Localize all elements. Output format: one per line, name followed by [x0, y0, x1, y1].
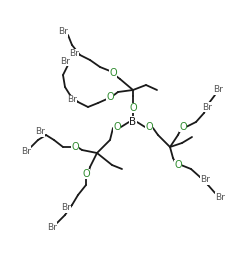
Text: O: O: [106, 92, 114, 102]
Text: O: O: [71, 142, 79, 152]
Text: Br: Br: [215, 192, 225, 201]
Text: Br: Br: [47, 223, 57, 232]
Text: Br: Br: [35, 127, 45, 136]
Text: Br: Br: [202, 103, 212, 112]
Text: Br: Br: [200, 175, 210, 184]
Text: O: O: [179, 122, 187, 132]
Text: Br: Br: [67, 95, 77, 104]
Text: O: O: [82, 169, 90, 179]
Text: Br: Br: [69, 50, 79, 59]
Text: Br: Br: [21, 147, 31, 156]
Text: O: O: [129, 103, 137, 113]
Text: Br: Br: [61, 204, 71, 213]
Text: Br: Br: [60, 56, 70, 65]
Text: Br: Br: [58, 28, 68, 37]
Text: B: B: [129, 117, 137, 127]
Text: O: O: [109, 68, 117, 78]
Text: O: O: [113, 122, 121, 132]
Text: Br: Br: [213, 86, 223, 95]
Text: O: O: [174, 160, 182, 170]
Text: O: O: [145, 122, 153, 132]
